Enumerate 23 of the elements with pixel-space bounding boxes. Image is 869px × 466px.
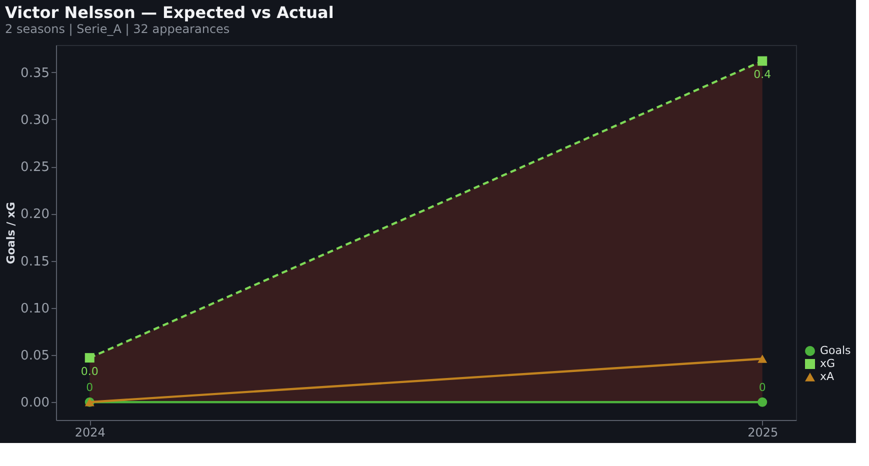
x-tick-label: 2024 <box>74 426 106 440</box>
x-tick-label: 2025 <box>748 426 778 440</box>
point <box>758 56 768 66</box>
y-tick-label: 0.10 <box>20 301 50 316</box>
y-tick-label: 0.05 <box>20 348 50 364</box>
y-tick-label: 0.15 <box>20 254 50 270</box>
point <box>84 353 94 363</box>
y-tick-label: 0.30 <box>20 112 50 128</box>
legend-label: xG <box>820 357 836 370</box>
chart-subtitle: 2 seasons | Serie_A | 32 appearances <box>5 22 230 36</box>
chart-title: Victor Nelsson — Expected vs Actual <box>5 3 334 22</box>
data-label: 0 <box>86 381 94 394</box>
data-label: 0 <box>758 381 766 394</box>
point <box>758 397 768 407</box>
legend-label: Goals <box>820 344 852 357</box>
y-tick-label: 0.35 <box>20 66 50 81</box>
data-label: 0.4 <box>754 68 772 82</box>
y-axis-title: Goals / xG <box>4 202 18 264</box>
y-tick-label: 0.20 <box>20 207 50 222</box>
y-tick-label: 0.00 <box>20 396 50 411</box>
y-tick-label: 0.25 <box>20 160 50 176</box>
data-label: 0.0 <box>80 364 98 378</box>
legend-label: xA <box>820 370 835 383</box>
